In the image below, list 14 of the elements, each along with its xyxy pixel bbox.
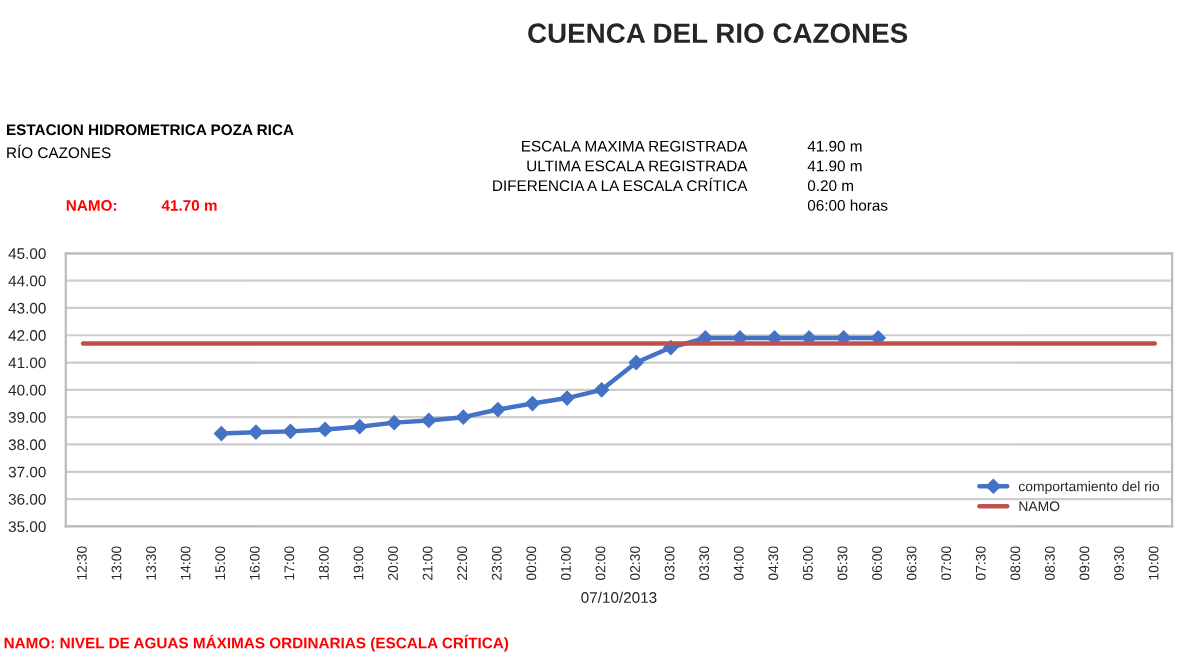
point xyxy=(525,396,540,411)
point xyxy=(490,402,506,417)
chart-title: CUENCA DEL RIO CAZONES xyxy=(528,23,908,44)
point xyxy=(317,422,333,437)
point xyxy=(283,424,298,439)
point xyxy=(386,415,402,430)
point xyxy=(352,419,367,435)
point xyxy=(594,382,609,398)
point xyxy=(559,390,575,406)
point xyxy=(628,355,644,370)
point xyxy=(214,426,229,441)
point xyxy=(456,409,471,425)
point xyxy=(421,413,437,428)
point xyxy=(248,424,264,440)
